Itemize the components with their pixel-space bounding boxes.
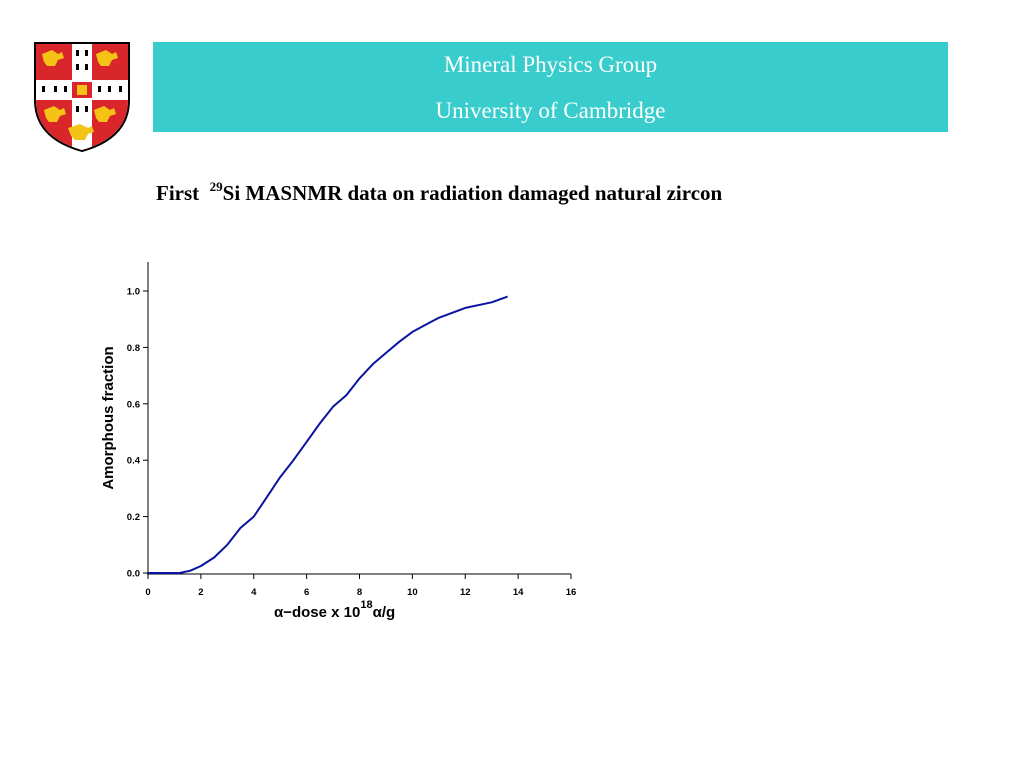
slide-title-superscript: 29 xyxy=(209,179,223,194)
y-tick-label: 0.8 xyxy=(127,343,140,354)
chart-ticks: 0 2 4 6 8 10 12 14 16 0.0 0.2 0.4 0.6 0.8 1.0 xyxy=(127,287,577,599)
x-tick-label: 8 xyxy=(357,587,362,598)
university-name: University of Cambridge xyxy=(435,98,666,123)
chart-series xyxy=(148,295,508,574)
y-tick-label: 0.2 xyxy=(127,512,140,523)
x-tick-label: 10 xyxy=(407,587,418,598)
y-tick-label: 0.6 xyxy=(127,399,140,410)
slide-title-prefix: First xyxy=(156,181,200,205)
university-of-cambridge-crest-icon xyxy=(34,42,130,153)
series-line xyxy=(148,295,508,574)
slide-title-suffix: Si MASNMR data on radiation damaged natu… xyxy=(222,181,723,205)
y-axis-label: Amorphous fraction xyxy=(100,346,117,489)
group-name: Mineral Physics Group xyxy=(443,52,658,77)
chart-axes xyxy=(147,262,571,575)
x-tick-label: 2 xyxy=(198,587,203,598)
x-tick-label: 12 xyxy=(460,587,471,598)
header-banner: Mineral Physics Group University of Camb… xyxy=(153,42,948,132)
x-axis-label: α−dose x 1018α/g xyxy=(274,599,395,621)
x-axis-label-exponent: 18 xyxy=(360,599,372,611)
x-tick-label: 14 xyxy=(513,587,524,598)
x-tick-label: 16 xyxy=(566,587,577,598)
x-axis-label-suffix: α/g xyxy=(373,604,396,621)
y-tick-label: 1.0 xyxy=(127,287,140,298)
x-tick-label: 4 xyxy=(251,587,257,598)
x-tick-label: 0 xyxy=(145,587,150,598)
x-tick-label: 6 xyxy=(304,587,309,598)
y-tick-label: 0.4 xyxy=(127,456,141,467)
slide-title: First 29Si MASNMR data on radiation dama… xyxy=(156,179,916,206)
x-axis-label-prefix: α−dose x 10 xyxy=(274,604,360,621)
y-tick-label: 0.0 xyxy=(127,569,140,580)
